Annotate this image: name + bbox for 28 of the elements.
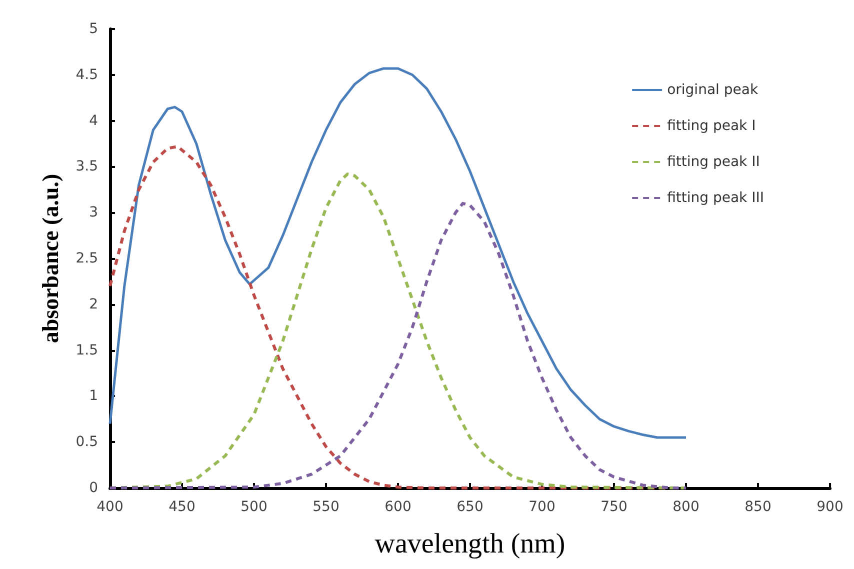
legend-label: fitting peak III: [667, 190, 764, 206]
x-tick-label: 450: [168, 499, 196, 515]
y-tick-label: 0.5: [76, 434, 98, 450]
x-tick-label: 850: [744, 499, 772, 515]
y-tick-label: 3: [89, 204, 98, 221]
legend-label: fitting peak II: [667, 154, 760, 170]
y-tick-label: 2: [89, 296, 98, 312]
x-tick-label: 700: [528, 499, 556, 515]
y-tick-label: 1: [89, 388, 98, 404]
y-tick-label: 2.5: [76, 250, 98, 266]
x-tick-label: 750: [600, 499, 628, 515]
x-tick-label: 400: [96, 499, 124, 515]
y-tick-label: 0: [89, 480, 98, 496]
y-tick-label: 3.5: [76, 158, 98, 175]
legend-label: original peak: [667, 82, 759, 98]
y-tick-label: 1.5: [76, 342, 98, 358]
y-tick-label: 4.5: [76, 66, 98, 83]
x-axis-title: wavelength (nm): [374, 528, 566, 560]
x-tick-label: 900: [816, 499, 844, 515]
legend-label: fitting peak I: [667, 118, 756, 134]
y-tick-label: 4: [89, 112, 98, 129]
x-tick-label: 800: [672, 499, 700, 515]
y-axis-title: absorbance (a.u.): [38, 174, 63, 344]
x-tick-label: 500: [240, 499, 268, 515]
x-tick-label: 650: [456, 499, 484, 515]
x-tick-label: 550: [312, 499, 340, 515]
x-tick-label: 600: [384, 499, 412, 515]
y-tick-label: 5: [89, 21, 98, 37]
